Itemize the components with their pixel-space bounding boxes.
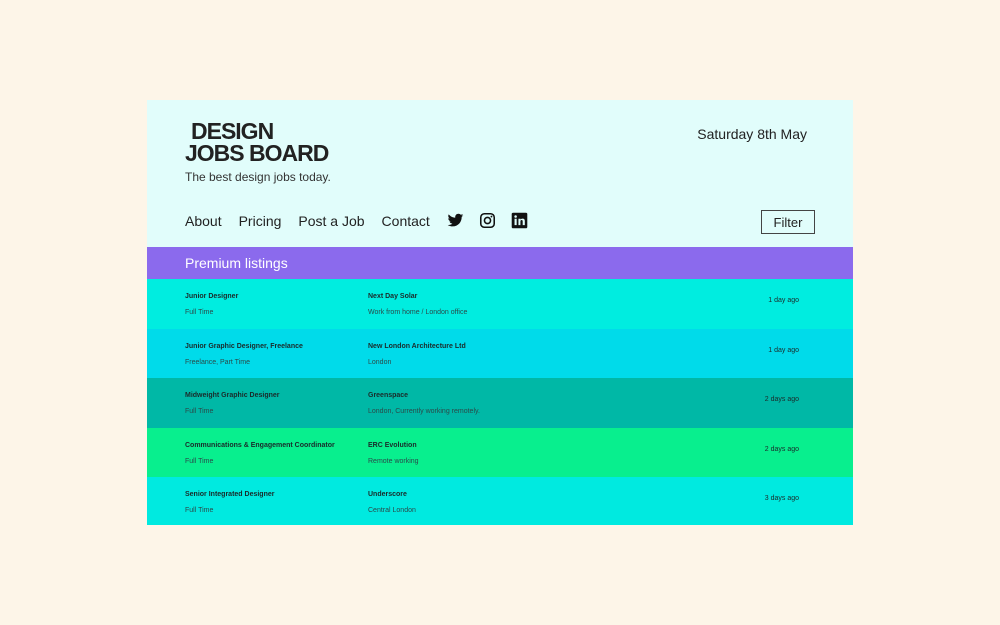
- job-type: Full Time: [185, 457, 214, 465]
- job-title[interactable]: Senior Integrated Designer: [185, 491, 275, 498]
- nav-pricing[interactable]: Pricing: [238, 212, 282, 229]
- posted-time: 2 days ago: [764, 396, 799, 403]
- job-title[interactable]: Midweight Graphic Designer: [185, 392, 280, 399]
- linkedin-icon[interactable]: [511, 212, 528, 229]
- job-location: Remote working: [368, 457, 419, 465]
- posted-time: 1 day ago: [768, 297, 799, 304]
- tagline: The best design jobs today.: [185, 170, 331, 184]
- nav-post-a-job[interactable]: Post a Job: [298, 212, 365, 229]
- twitter-icon[interactable]: [447, 212, 464, 229]
- premium-listings-label: Premium listings: [185, 255, 288, 271]
- job-listing-row[interactable]: Communications & Engagement Coordinator F…: [147, 427, 853, 477]
- instagram-icon[interactable]: [479, 212, 496, 229]
- posted-time: 3 days ago: [764, 495, 799, 502]
- logo-line-2: JOBS BOARD: [185, 140, 329, 166]
- job-title[interactable]: Junior Designer: [185, 293, 239, 300]
- social-links: [447, 212, 543, 229]
- job-type: Full Time: [185, 507, 214, 514]
- premium-listings-header: Premium listings: [147, 247, 853, 279]
- job-listing-row[interactable]: Midweight Graphic Designer Full Time Green…: [147, 378, 853, 428]
- site-header: DESIGN JOBS BOARD The best design jobs t…: [147, 100, 853, 247]
- job-type: Full Time: [185, 408, 214, 415]
- current-date: Saturday 8th May: [697, 126, 807, 142]
- company-name[interactable]: Underscore: [368, 491, 407, 498]
- company-name[interactable]: ERC Evolution: [368, 441, 417, 449]
- site-logo[interactable]: DESIGN JOBS BOARD: [185, 118, 329, 166]
- job-listing-row[interactable]: Junior Designer Full Time Next Day Solar Wo…: [147, 279, 853, 329]
- job-location: London, Currently working remotely.: [368, 408, 480, 415]
- main-nav: About Pricing Post a Job Contact: [185, 212, 543, 229]
- company-name[interactable]: New London Architecture Ltd: [368, 342, 466, 350]
- job-location: Work from home / London office: [368, 309, 468, 316]
- nav-about[interactable]: About: [185, 212, 222, 229]
- logo-line-1: DESIGN: [191, 118, 274, 144]
- job-title[interactable]: Communications & Engagement Coordinator: [185, 441, 335, 449]
- posted-time: 1 day ago: [768, 346, 799, 354]
- filter-button[interactable]: Filter: [761, 210, 815, 234]
- job-title[interactable]: Junior Graphic Designer, Freelance: [185, 342, 303, 350]
- job-type: Freelance, Part Time: [185, 358, 250, 366]
- job-listing-row[interactable]: Senior Integrated Designer Full Time Under…: [147, 477, 853, 525]
- company-name[interactable]: Greenspace: [368, 392, 409, 399]
- posted-time: 2 days ago: [764, 445, 799, 453]
- job-type: Full Time: [185, 309, 214, 316]
- job-location: Central London: [368, 507, 416, 514]
- job-location: London: [368, 358, 392, 366]
- site-frame: DESIGN JOBS BOARD The best design jobs t…: [147, 100, 853, 525]
- job-listings: Junior Designer Full Time Next Day Solar Wo…: [147, 279, 853, 525]
- nav-contact[interactable]: Contact: [381, 212, 430, 229]
- job-listing-row[interactable]: Junior Graphic Designer, Freelance Freela…: [147, 328, 853, 378]
- company-name[interactable]: Next Day Solar: [368, 293, 418, 300]
